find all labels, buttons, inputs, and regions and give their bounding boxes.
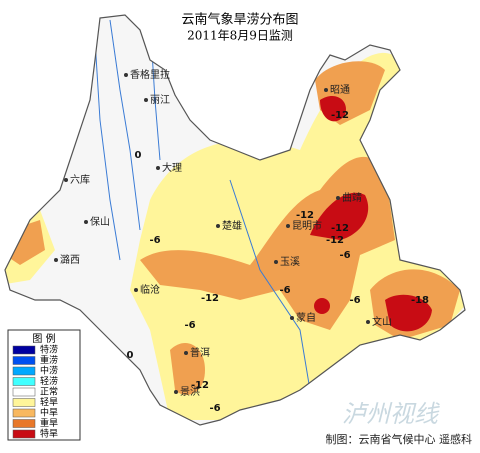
footer: 制图：云南省气候中心 遥感科 — [326, 432, 473, 446]
city-dot — [184, 351, 188, 355]
legend-label: 轻涝 — [40, 375, 58, 387]
contour-label: -12 — [326, 235, 344, 246]
contour-label: -12 — [331, 223, 349, 234]
city-label: 曲靖 — [342, 191, 362, 204]
city-label: 昭通 — [330, 84, 350, 96]
legend-swatch — [12, 345, 36, 355]
city-dot — [324, 88, 328, 92]
contour-label: -6 — [209, 403, 220, 414]
city-dot — [336, 196, 340, 200]
contour-label: -6 — [279, 285, 290, 296]
legend-swatch — [12, 429, 36, 439]
city-dot — [286, 224, 290, 228]
legend-swatch — [12, 356, 36, 365]
legend-label: 重涝 — [40, 354, 58, 366]
city-dot — [134, 288, 138, 292]
title: 云南气象旱涝分布图 — [181, 12, 298, 28]
city-label: 蒙自 — [296, 311, 316, 324]
moderate-drought — [140, 156, 395, 330]
legend-swatch — [12, 387, 36, 397]
city-label: 临沧 — [140, 283, 160, 296]
contour-label: -6 — [339, 250, 350, 261]
city-dot — [124, 73, 128, 77]
legend-swatch — [12, 419, 36, 428]
subtitle: 2011年8月9日监测 — [187, 29, 293, 43]
contour-label: -12 — [296, 210, 314, 221]
legend-label: 特涝 — [40, 344, 58, 356]
city-label: 丽江 — [150, 94, 170, 106]
legend-label: 中旱 — [40, 407, 58, 419]
legend-label: 正常 — [40, 386, 58, 398]
city-label: 昆明市 — [292, 219, 322, 232]
contour-label: -18 — [411, 295, 429, 306]
city-dot — [64, 178, 68, 182]
contour-label: -6 — [184, 320, 195, 331]
contour-label: -12 — [201, 293, 219, 304]
severe-drought — [310, 192, 369, 240]
legend-label: 重旱 — [40, 417, 58, 429]
legend-swatch — [12, 377, 36, 386]
contour-label: 0 — [127, 350, 134, 361]
watermark: 泸州视线 — [342, 400, 440, 428]
city-dot — [54, 258, 58, 262]
city-label: 楚雄 — [222, 219, 242, 232]
city-label: 大理 — [162, 161, 182, 174]
legend-swatch — [12, 366, 36, 376]
river — [94, 19, 311, 391]
legend-title: 图 例 — [32, 332, 55, 345]
city-label: 玉溪 — [280, 256, 300, 268]
city-label: 文山 — [372, 315, 392, 328]
severe-drought-3 — [320, 95, 346, 122]
contour-label: -6 — [349, 295, 360, 306]
city-dot — [144, 98, 148, 102]
contour-label: -12 — [191, 380, 209, 391]
legend-label: 特旱 — [40, 428, 58, 440]
city-dot — [156, 166, 160, 170]
city-dot — [216, 224, 220, 228]
legend-label: 中涝 — [40, 365, 58, 377]
city-dot — [290, 316, 294, 320]
city-label: 景洪 — [180, 386, 200, 398]
contour-label: 0 — [135, 150, 142, 161]
city-dot — [84, 220, 88, 224]
moderate-drought-2 — [170, 342, 205, 395]
contour-label: -6 — [149, 235, 160, 246]
city-label: 香格里拉 — [130, 68, 170, 81]
severe-drought-2 — [385, 294, 432, 332]
legend-label: 轻旱 — [40, 396, 58, 408]
city-dot — [174, 390, 178, 394]
city-label: 六库 — [70, 173, 90, 186]
city-label: 普洱 — [190, 346, 210, 359]
contour-label: -12 — [331, 110, 349, 121]
city-dot — [366, 320, 370, 324]
legend-swatch — [12, 398, 36, 407]
city-dot — [274, 260, 278, 264]
city-label: 保山 — [90, 215, 110, 228]
severe-drought-4 — [314, 298, 330, 314]
city-label: 潞西 — [60, 253, 80, 266]
legend-swatch — [12, 408, 36, 418]
